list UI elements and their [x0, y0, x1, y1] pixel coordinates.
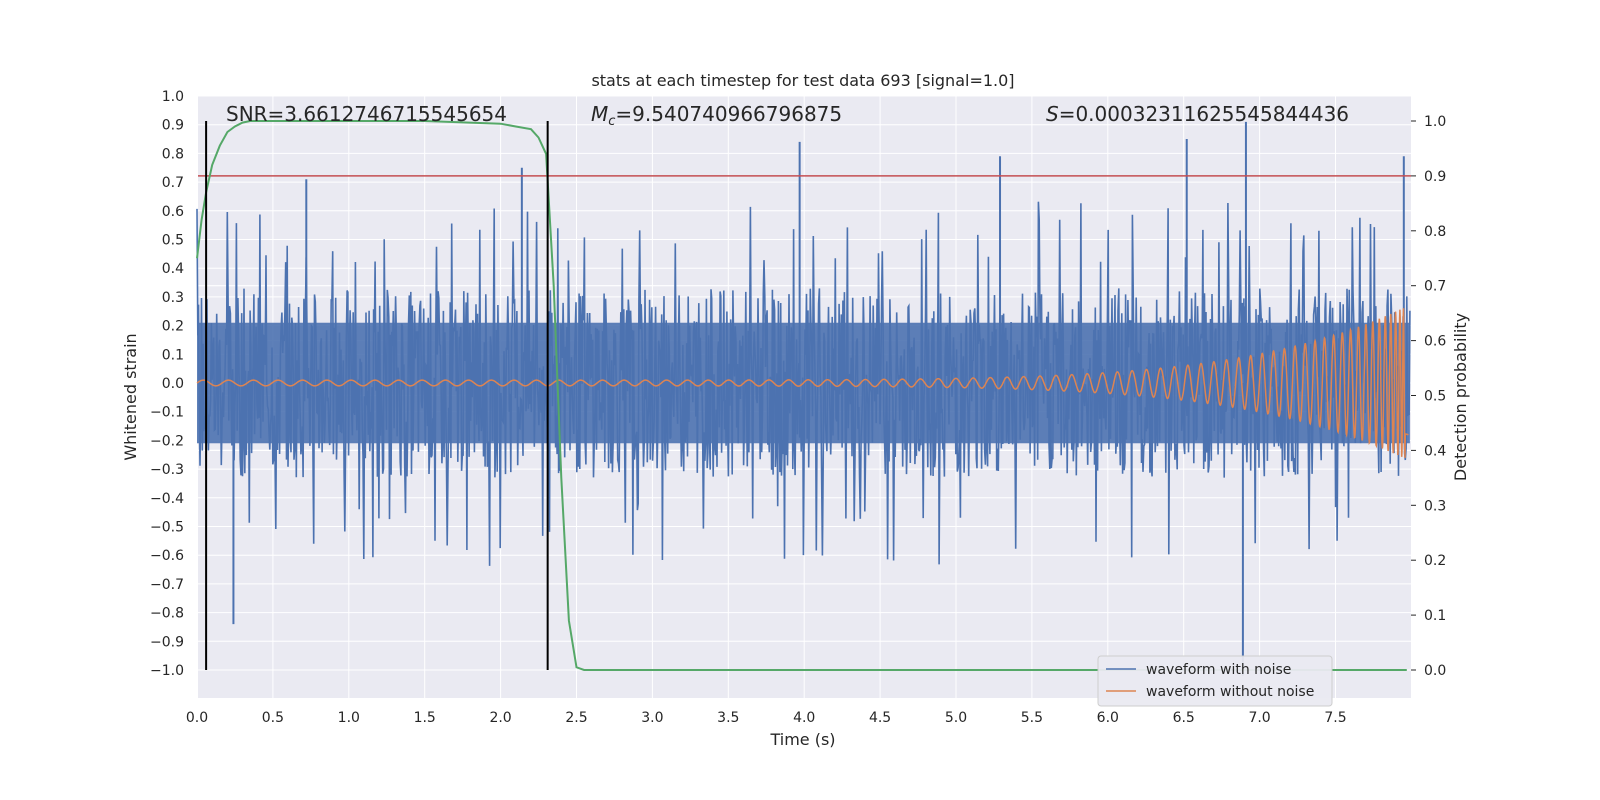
snr-annotation: SNR=3.6612746715545654 [226, 102, 507, 126]
y-tick-label: 0.4 [162, 261, 184, 277]
x-tick-label: 6.0 [1097, 710, 1119, 726]
y-tick-label: 0.5 [162, 233, 184, 249]
x-tick-label: 7.0 [1248, 710, 1270, 726]
legend: waveform with noise waveform without noi… [1097, 655, 1333, 707]
y-tick-label: 0.0 [162, 376, 184, 392]
y-tick-label: 0.9 [162, 118, 184, 134]
y2-tick-label: 0.3 [1424, 498, 1446, 514]
x-tick-label: 0.0 [186, 710, 208, 726]
y2-tick-label: 0.2 [1424, 553, 1446, 569]
y2-tick-label: 0.7 [1424, 279, 1446, 295]
y2-axis-label: Detection probability [1451, 313, 1470, 481]
legend-label-clean: waveform without noise [1146, 684, 1314, 700]
y2-tick-label: 0.6 [1424, 334, 1446, 350]
y-tick-label: −0.2 [150, 433, 184, 449]
x-tick-label: 2.5 [565, 710, 587, 726]
significance-annotation: S=0.00032311625545844436 [1046, 102, 1349, 126]
y2-tick-label: 0.4 [1424, 443, 1446, 459]
clean-trace [196, 308, 1409, 458]
y-tick-label: 0.3 [162, 290, 184, 306]
tick-labels: 0.0 0.5 1.0 1.5 2.0 2.5 3.0 3.5 4.0 4.5 5.0 5.5 6.0 6… [150, 89, 1446, 726]
y2-tick-label: 0.1 [1424, 608, 1446, 624]
legend-label-noise: waveform with noise [1146, 662, 1291, 678]
y-tick-label: 0.2 [162, 319, 184, 335]
y-tick-label: −0.6 [150, 548, 184, 564]
chirp-mass-value: =9.540740966796875 [615, 102, 842, 126]
x-axis-label: Time (s) [769, 730, 835, 749]
significance-value: =0.00032311625545844436 [1059, 102, 1349, 126]
legend-box [1097, 655, 1333, 707]
y2-tick-label: 1.0 [1424, 114, 1446, 130]
y2-tick-label: 0.9 [1424, 169, 1446, 185]
x-tick-label: 7.5 [1324, 710, 1346, 726]
chirp-mass-subscript: c [608, 114, 615, 129]
y2-tick-label: 0.8 [1424, 224, 1446, 240]
chart-title: stats at each timestep for test data 693… [591, 71, 1014, 90]
x-tick-label: 4.5 [869, 710, 891, 726]
y-tick-label: 0.6 [162, 204, 184, 220]
x-tick-label: 5.0 [945, 710, 967, 726]
x-tick-label: 3.0 [641, 710, 663, 726]
y-axis-label: Whitened strain [121, 333, 140, 460]
chirp-mass-symbol: M [591, 102, 608, 126]
y-tick-label: −0.1 [150, 405, 184, 421]
y-tick-label: −1.0 [150, 663, 184, 679]
overlay-lines [196, 120, 1411, 671]
x-tick-label: 3.5 [717, 710, 739, 726]
x-tick-label: 5.5 [1021, 710, 1043, 726]
y-tick-label: 0.1 [162, 347, 184, 363]
chirp-mass-annotation: Mc=9.540740966796875 [591, 102, 842, 129]
x-tick-label: 0.5 [262, 710, 284, 726]
y2-tick-label: 0.5 [1424, 389, 1446, 405]
y-tick-label: −0.3 [150, 462, 184, 478]
significance-symbol: S [1046, 102, 1059, 126]
y-tick-label: 1.0 [162, 89, 184, 105]
y-tick-label: −0.5 [150, 520, 184, 536]
y2-tick-label: 0.0 [1424, 663, 1446, 679]
x-tick-label: 4.0 [793, 710, 815, 726]
y-tick-label: −0.4 [150, 491, 184, 507]
x-tick-label: 1.0 [338, 710, 360, 726]
series-waveform-without-noise [196, 308, 1409, 458]
x-tick-label: 6.5 [1173, 710, 1195, 726]
probability-curve [196, 120, 1407, 671]
y-tick-label: 0.8 [162, 146, 184, 162]
y-tick-label: −0.9 [150, 634, 184, 650]
x-tick-label: 2.0 [489, 710, 511, 726]
y-tick-label: 0.7 [162, 175, 184, 191]
y-tick-label: −0.8 [150, 606, 184, 622]
x-tick-label: 1.5 [414, 710, 436, 726]
y-tick-label: −0.7 [150, 577, 184, 593]
